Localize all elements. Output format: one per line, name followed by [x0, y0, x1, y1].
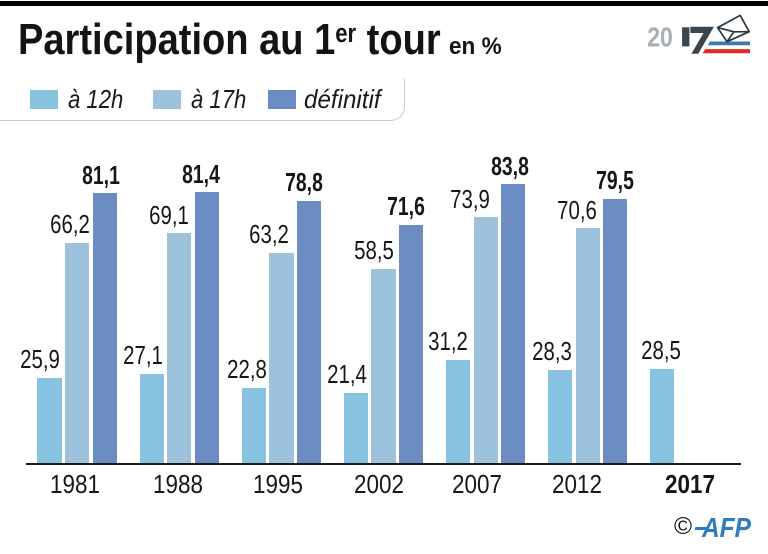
- svg-text:20: 20: [647, 22, 673, 52]
